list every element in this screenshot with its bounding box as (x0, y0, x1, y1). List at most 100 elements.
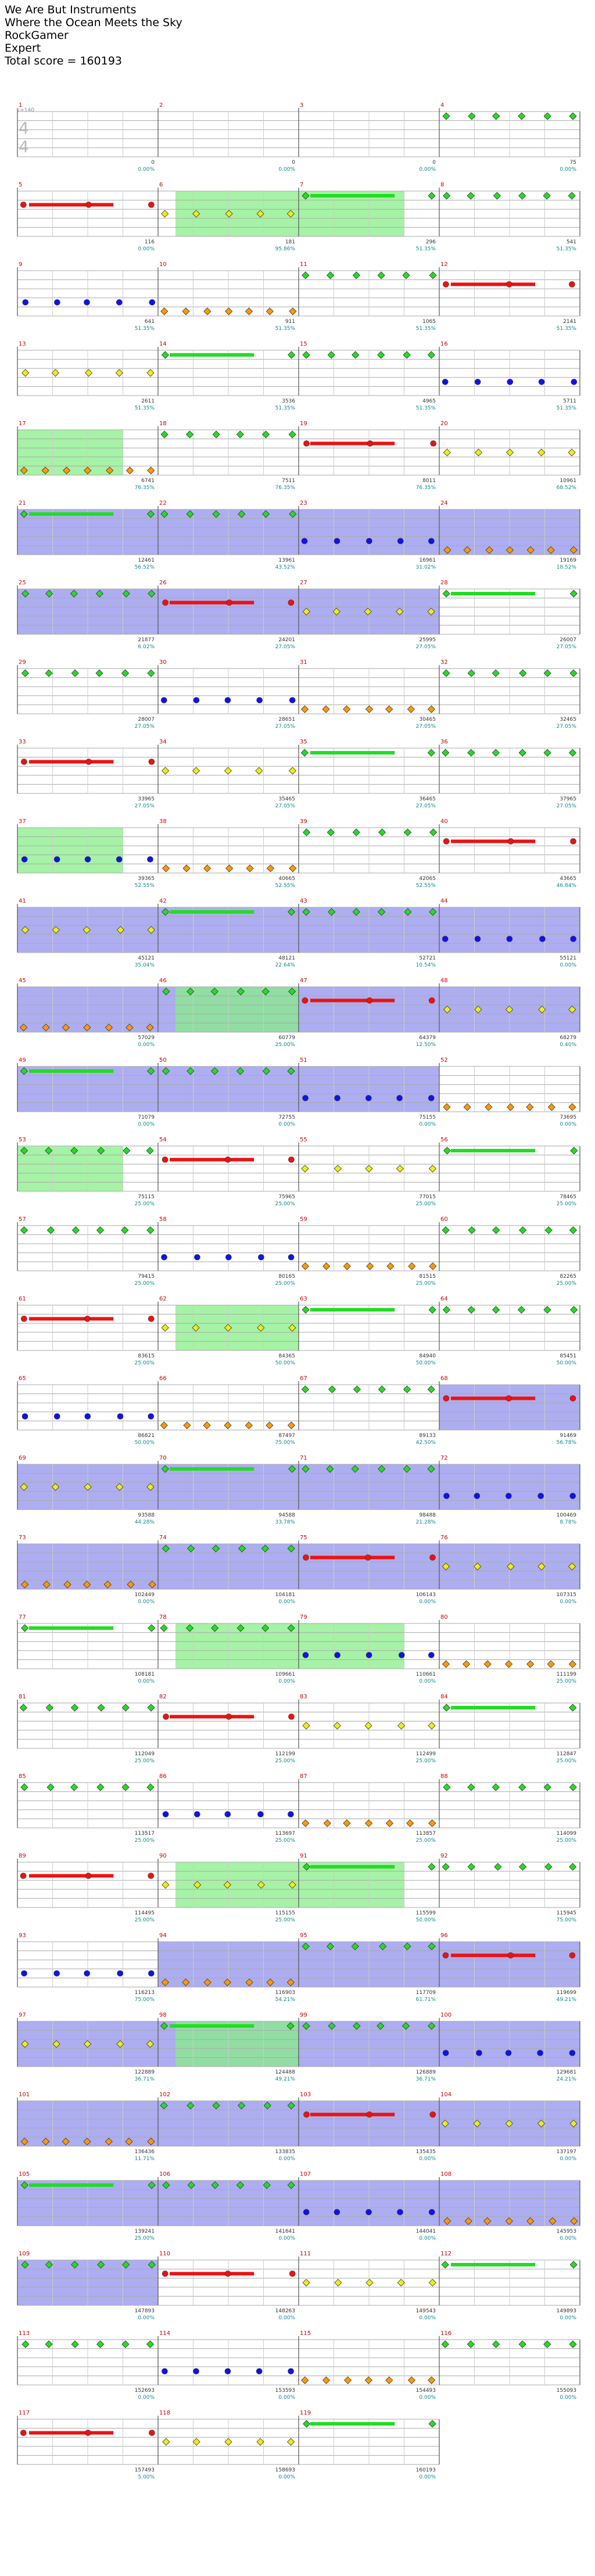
note-gem (162, 2270, 169, 2277)
note-gem (125, 2137, 133, 2146)
measure-number: 37 (19, 818, 26, 825)
note-gem (543, 192, 551, 200)
note-gem (326, 1465, 334, 1473)
note-gem (148, 202, 155, 208)
note-gem (442, 1562, 450, 1571)
measure-score: 37965 (560, 796, 576, 802)
note-gem (365, 1095, 372, 1101)
note-gem (45, 2340, 53, 2348)
measure-percent: 61.71% (416, 1997, 436, 2003)
note-gem (302, 608, 310, 616)
note-gem (428, 1095, 435, 1101)
note-gem (84, 856, 91, 863)
note-gem (162, 2368, 168, 2374)
note-gem (365, 1165, 373, 1173)
measure-percent: 49.21% (557, 1997, 577, 2003)
note-gem (334, 538, 340, 544)
note-gem (258, 1254, 264, 1260)
note-gem (403, 351, 411, 359)
note-gem (187, 1067, 195, 1075)
measure-score: 124488 (275, 2070, 296, 2075)
note-gem (41, 466, 49, 475)
note-gem (537, 2050, 543, 2056)
note-gem (543, 1306, 551, 1314)
sustain-bar (170, 353, 255, 357)
measure-percent: 25.00% (557, 1679, 577, 1684)
measure-score: 24201 (278, 637, 295, 643)
note-gem (526, 1103, 534, 1111)
note-gem (569, 1704, 577, 1712)
measure-score: 116 (145, 239, 155, 245)
measure-number: 16 (440, 341, 448, 347)
measure-percent: 25.00% (275, 1201, 296, 1207)
note-gem (443, 281, 449, 288)
measure-number: 80 (440, 1614, 448, 1621)
note-gem (289, 864, 297, 872)
note-gem (507, 379, 514, 385)
note-gem (148, 2261, 156, 2269)
note-gem (505, 1660, 513, 1668)
measure-number: 93 (19, 1932, 26, 1939)
measure-number: 66 (159, 1375, 167, 1382)
measure-score: 113857 (416, 1831, 436, 1837)
note-gem (62, 2137, 70, 2146)
measure-number: 32 (440, 659, 448, 666)
measure-percent: 54.21% (275, 1997, 296, 2003)
measure-percent: 25.00% (135, 1838, 155, 1844)
measure-percent: 0.00% (278, 2156, 295, 2162)
note-gem (96, 2340, 105, 2348)
measure-number: 62 (159, 1296, 167, 1302)
measure-number: 76 (440, 1535, 448, 1541)
note-gem (162, 864, 170, 872)
note-gem (149, 299, 156, 306)
sustain-bar (29, 1874, 114, 1878)
note-gem (569, 2119, 578, 2128)
note-gem (569, 1783, 577, 1791)
note-gem (378, 1465, 386, 1473)
measure-percent: 0.00% (419, 2156, 436, 2162)
note-gem (568, 1103, 576, 1111)
note-gem (300, 705, 309, 713)
note-gem (428, 1722, 436, 1730)
measure-score: 112199 (275, 1751, 296, 1757)
note-gem (507, 1562, 515, 1571)
measure-score: 3536 (282, 398, 295, 404)
measure-number: 1 (19, 102, 22, 109)
measure-percent: 27.05% (557, 644, 577, 650)
note-gem (366, 2111, 372, 2118)
measure-score: 112049 (135, 1751, 155, 1757)
note-gem (126, 466, 134, 475)
measure-score: 32465 (560, 717, 576, 723)
note-gem (507, 838, 514, 845)
measure-number: 78 (159, 1614, 167, 1621)
note-gem (492, 749, 500, 757)
note-gem (442, 1704, 451, 1712)
note-gem (146, 1226, 155, 1234)
note-gem (162, 1881, 170, 1889)
measure-number: 11 (300, 261, 307, 268)
note-gem (463, 546, 471, 554)
note-gem (20, 1023, 28, 1032)
measure-percent: 0.00% (278, 1599, 295, 1605)
note-gem (20, 2181, 28, 2189)
note-gem (146, 1783, 155, 1791)
measure-percent: 51.35% (135, 326, 155, 332)
measure-percent: 43.52% (275, 565, 296, 570)
note-gem (261, 1624, 270, 1632)
note-gem (71, 1226, 80, 1234)
measure-percent: 0.00% (419, 1599, 436, 1605)
note-gem (302, 1465, 310, 1473)
note-gem (327, 351, 335, 359)
note-gem (379, 1942, 387, 1950)
sustain-bar (170, 601, 255, 605)
note-gem (287, 1624, 295, 1632)
note-gem (147, 1704, 155, 1712)
measure-percent: 51.35% (557, 246, 577, 252)
note-gem (569, 1952, 576, 1959)
note-gem (443, 1005, 451, 1014)
note-gem (236, 1624, 245, 1632)
measure-percent: 75.00% (557, 1917, 577, 1923)
note-gem (326, 1942, 335, 1950)
measure-percent: 0.00% (419, 2236, 436, 2241)
sustain-bar (451, 1396, 536, 1400)
